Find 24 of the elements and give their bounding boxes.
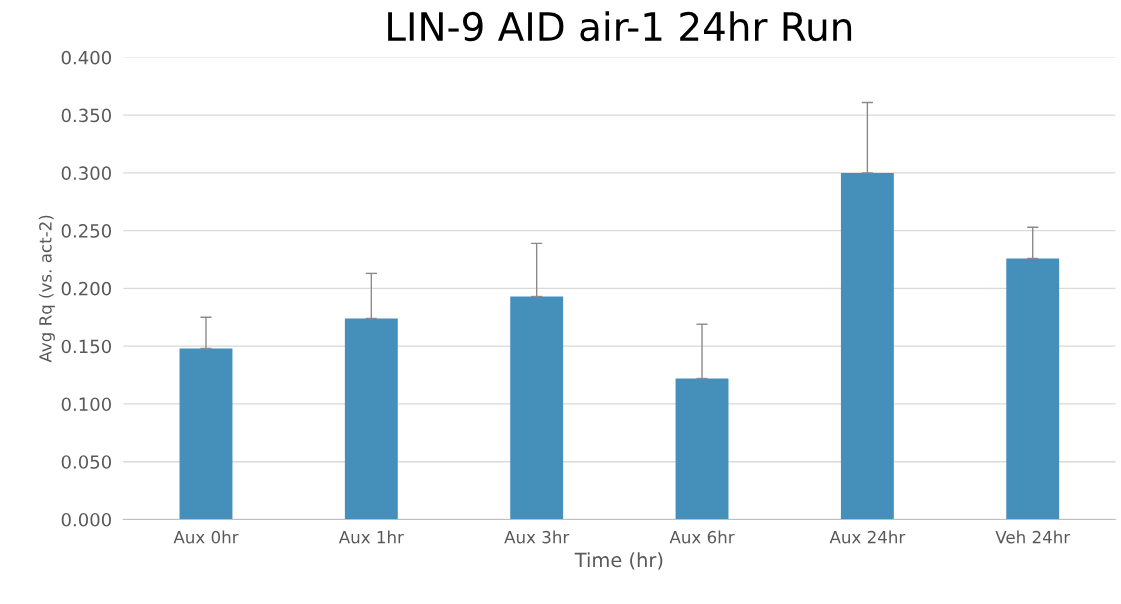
x-tick-label: Aux 6hr (669, 530, 735, 544)
bar (510, 296, 564, 520)
bar (344, 318, 398, 520)
x-tick-label: Aux 24hr (829, 530, 906, 544)
y-axis-title: Avg Rq (vs. act-2) (38, 215, 55, 363)
x-tick-label: Aux 1hr (338, 530, 404, 544)
y-tick-label: 0.300 (61, 166, 111, 181)
bar (675, 378, 729, 520)
x-tick-label: Aux 3hr (504, 530, 570, 544)
x-axis-title: Time (hr) (574, 552, 663, 570)
y-tick-label: 0.000 (61, 512, 111, 527)
y-tick-label: 0.400 (61, 50, 111, 65)
x-tick-label: Aux 0hr (173, 530, 239, 544)
y-tick-label: 0.100 (61, 397, 111, 412)
y-tick-label: 0.050 (61, 455, 111, 469)
y-tick-label: 0.250 (61, 224, 111, 238)
y-tick-label: 0.350 (61, 108, 111, 123)
x-tick-label: Veh 24hr (995, 530, 1071, 544)
y-tick-label: 0.150 (61, 339, 111, 354)
chart-title: LIN-9 AID air-1 24hr Run (388, 11, 852, 42)
bar (840, 172, 894, 520)
bar (1006, 258, 1060, 520)
bar (179, 348, 233, 520)
y-tick-label: 0.200 (61, 281, 111, 296)
